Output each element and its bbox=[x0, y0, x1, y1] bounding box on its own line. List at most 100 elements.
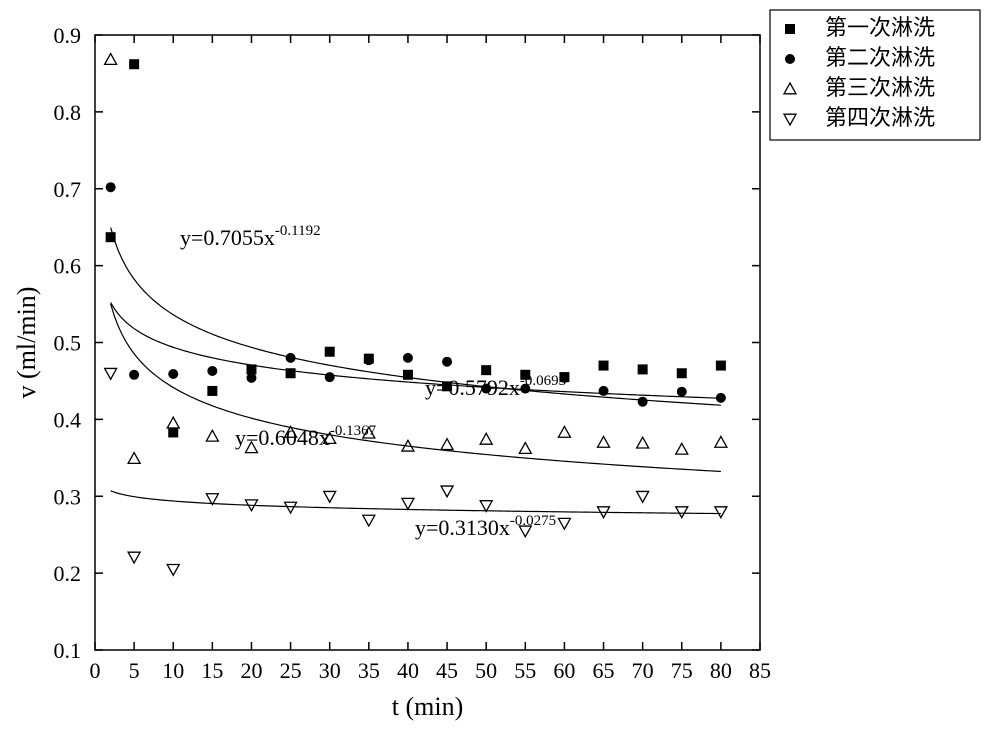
y-tick-label: 0.6 bbox=[54, 254, 82, 279]
fit-curve bbox=[111, 304, 721, 471]
x-tick-label: 80 bbox=[710, 658, 732, 683]
y-tick-label: 0.8 bbox=[54, 100, 82, 125]
y-tick-label: 0.5 bbox=[54, 331, 82, 356]
x-tick-label: 60 bbox=[553, 658, 575, 683]
data-point bbox=[128, 453, 140, 464]
data-point bbox=[481, 365, 491, 375]
legend-label: 第三次淋洗 bbox=[825, 75, 935, 100]
data-point bbox=[520, 384, 530, 394]
data-point bbox=[558, 518, 570, 529]
x-tick-label: 30 bbox=[319, 658, 341, 683]
fit-curve bbox=[111, 228, 721, 406]
data-point bbox=[105, 54, 117, 65]
y-tick-label: 0.3 bbox=[54, 484, 82, 509]
data-point bbox=[129, 59, 139, 69]
data-point bbox=[637, 437, 649, 448]
legend-marker bbox=[785, 24, 795, 34]
data-point bbox=[403, 353, 413, 363]
x-tick-label: 10 bbox=[162, 658, 184, 683]
data-point bbox=[676, 507, 688, 518]
x-axis-title: t (min) bbox=[392, 692, 464, 721]
data-point bbox=[168, 427, 178, 437]
legend-marker bbox=[784, 114, 796, 125]
data-point bbox=[715, 507, 727, 518]
data-point bbox=[128, 552, 140, 563]
data-point bbox=[558, 426, 570, 437]
data-point bbox=[481, 384, 491, 394]
data-point bbox=[167, 417, 179, 428]
data-point bbox=[637, 491, 649, 502]
x-tick-label: 55 bbox=[514, 658, 536, 683]
x-tick-label: 50 bbox=[475, 658, 497, 683]
data-point bbox=[599, 361, 609, 371]
data-point bbox=[403, 370, 413, 380]
data-point bbox=[167, 564, 179, 575]
data-point bbox=[599, 386, 609, 396]
x-tick-label: 65 bbox=[593, 658, 615, 683]
data-point bbox=[246, 373, 256, 383]
data-point bbox=[441, 439, 453, 450]
data-point bbox=[286, 353, 296, 363]
x-tick-label: 25 bbox=[280, 658, 302, 683]
x-tick-label: 85 bbox=[749, 658, 771, 683]
data-point bbox=[207, 386, 217, 396]
data-point bbox=[480, 501, 492, 512]
data-point bbox=[286, 368, 296, 378]
x-tick-label: 15 bbox=[201, 658, 223, 683]
y-tick-label: 0.9 bbox=[54, 23, 82, 48]
scatter-chart: 05101520253035404550556065707580850.10.2… bbox=[0, 0, 1000, 744]
data-point bbox=[638, 364, 648, 374]
data-point bbox=[206, 430, 218, 441]
data-point bbox=[677, 368, 687, 378]
fit-curve bbox=[111, 491, 721, 514]
data-point bbox=[480, 433, 492, 444]
data-point bbox=[324, 491, 336, 502]
y-tick-label: 0.2 bbox=[54, 561, 82, 586]
data-point bbox=[559, 373, 569, 383]
y-tick-label: 0.1 bbox=[54, 638, 82, 663]
data-point bbox=[129, 370, 139, 380]
data-point bbox=[363, 515, 375, 526]
plot-frame bbox=[95, 35, 760, 650]
legend-label: 第二次淋洗 bbox=[825, 45, 935, 70]
data-point bbox=[105, 368, 117, 379]
x-tick-label: 40 bbox=[397, 658, 419, 683]
data-point bbox=[638, 397, 648, 407]
fit-equation: y=0.7055x-0.1192 bbox=[180, 223, 321, 250]
data-point bbox=[598, 436, 610, 447]
x-tick-label: 45 bbox=[436, 658, 458, 683]
data-point bbox=[715, 436, 727, 447]
data-point bbox=[207, 366, 217, 376]
x-tick-label: 0 bbox=[90, 658, 101, 683]
legend-label: 第一次淋洗 bbox=[825, 15, 935, 40]
data-point bbox=[364, 355, 374, 365]
data-point bbox=[325, 347, 335, 357]
data-point bbox=[676, 443, 688, 454]
data-point bbox=[285, 502, 297, 513]
fit-equation: y=0.6048x-0.1367 bbox=[235, 423, 377, 450]
y-axis-title: v (ml/min) bbox=[12, 287, 41, 399]
data-point bbox=[716, 393, 726, 403]
legend-marker bbox=[784, 83, 796, 94]
legend-label: 第四次淋洗 bbox=[825, 105, 935, 130]
y-tick-label: 0.4 bbox=[54, 407, 82, 432]
data-point bbox=[106, 182, 116, 192]
fit-curve bbox=[111, 303, 721, 399]
y-tick-label: 0.7 bbox=[54, 177, 82, 202]
data-point bbox=[442, 357, 452, 367]
data-point bbox=[716, 361, 726, 371]
data-point bbox=[441, 486, 453, 497]
data-point bbox=[106, 232, 116, 242]
x-tick-label: 20 bbox=[240, 658, 262, 683]
x-tick-label: 35 bbox=[358, 658, 380, 683]
data-point bbox=[168, 369, 178, 379]
legend-marker bbox=[785, 54, 795, 64]
fit-equation: y=0.3130x-0.0275 bbox=[415, 513, 556, 540]
x-tick-label: 75 bbox=[671, 658, 693, 683]
data-point bbox=[677, 387, 687, 397]
x-tick-label: 70 bbox=[632, 658, 654, 683]
data-point bbox=[520, 370, 530, 380]
data-point bbox=[442, 381, 452, 391]
data-point bbox=[325, 372, 335, 382]
data-point bbox=[519, 443, 531, 454]
